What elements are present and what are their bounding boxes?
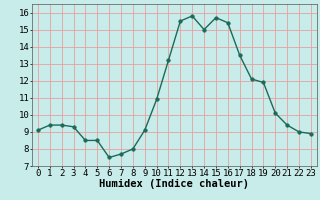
X-axis label: Humidex (Indice chaleur): Humidex (Indice chaleur) <box>100 179 249 189</box>
